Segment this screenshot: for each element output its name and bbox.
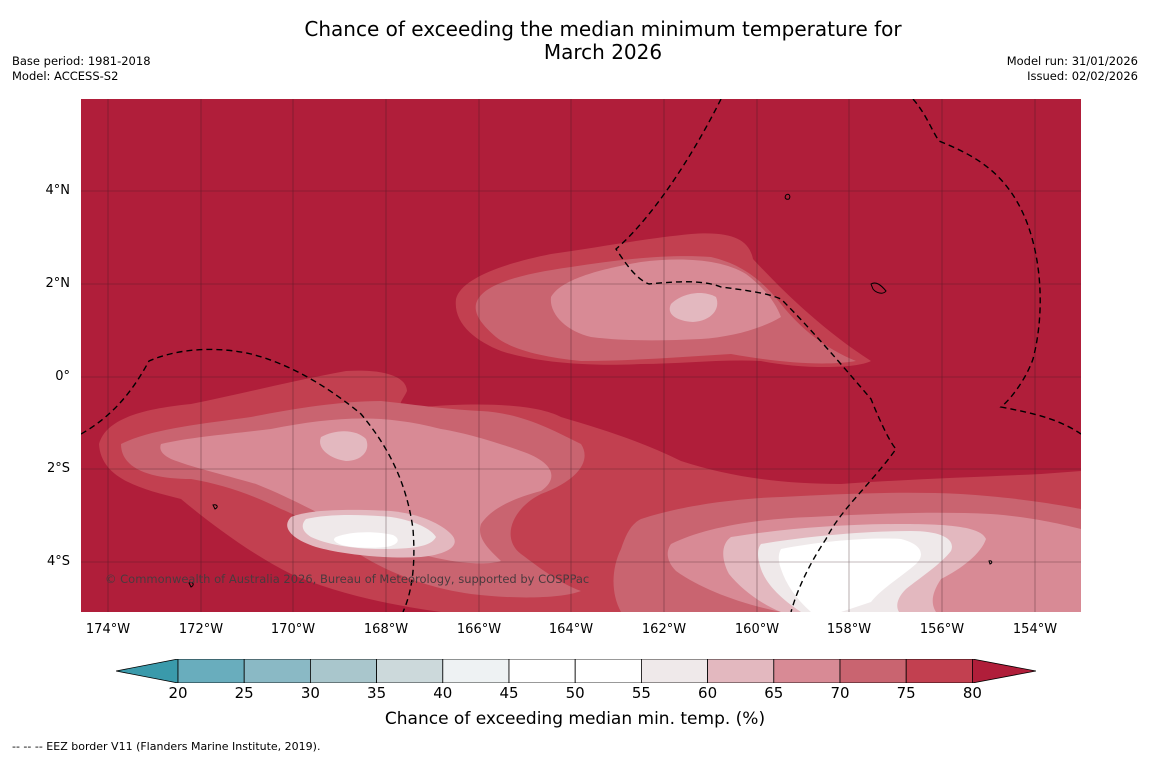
lon-label-168w: 168°W (363, 622, 409, 637)
lon-label-174w: 174°W (85, 622, 131, 637)
meta-right: Model run: 31/01/2026 Issued: 02/02/2026 (1007, 54, 1138, 84)
contour-band-65-north (550, 259, 781, 341)
colorbar-extend-high (972, 659, 1036, 683)
lat-label-2n: 2°N (45, 276, 71, 291)
colorbar (116, 659, 1036, 683)
contour-band-65-west (160, 418, 552, 564)
title-line-2: March 2026 (543, 40, 663, 64)
colorbar-swatch-20 (177, 659, 245, 683)
contour-band-60-north (669, 293, 718, 322)
map-panel[interactable]: © Commonwealth of Australia 2026, Bureau… (81, 99, 1081, 612)
title-line-1: Chance of exceeding the median minimum t… (304, 17, 902, 41)
colorbar-swatch-50 (574, 659, 642, 683)
colorbar-swatch-70 (839, 659, 907, 683)
colorbar-tick-30: 30 (300, 684, 320, 702)
colorbar-tick-45: 45 (499, 684, 519, 702)
colorbar-label: Chance of exceeding median min. temp. (%… (384, 709, 766, 729)
colorbar-tick-60: 60 (698, 684, 718, 702)
colorbar-swatch-55 (641, 659, 709, 683)
colorbar-tick-55: 55 (631, 684, 651, 702)
lon-label-156w: 156°W (919, 622, 965, 637)
eez-legend-note: -- -- -- EEZ border V11 (Flanders Marine… (12, 740, 321, 753)
lon-label-164w: 164°W (548, 622, 594, 637)
colorbar-tick-20: 20 (168, 684, 188, 702)
model-run: Model run: 31/01/2026 (1006, 54, 1138, 68)
map-title: Chance of exceeding the median minimum t… (0, 18, 1150, 64)
colorbar-tick-75: 75 (896, 684, 916, 702)
lon-label-162w: 162°W (641, 622, 687, 637)
colorbar-tick-35: 35 (367, 684, 387, 702)
lon-label-170w: 170°W (270, 622, 316, 637)
colorbar-tick-40: 40 (433, 684, 453, 702)
lon-label-172w: 172°W (178, 622, 224, 637)
colorbar-tick-50: 50 (565, 684, 585, 702)
lat-label-4n: 4°N (45, 183, 71, 198)
colorbar-swatch-75 (905, 659, 973, 683)
colorbar-tick-70: 70 (830, 684, 850, 702)
lon-label-166w: 166°W (456, 622, 502, 637)
colorbar-tick-80: 80 (962, 684, 982, 702)
islands (188, 193, 993, 588)
graticule (81, 99, 1081, 612)
contour-band-50-west (334, 532, 398, 548)
map-canvas (81, 99, 1081, 612)
colorbar-swatch-45 (508, 659, 576, 683)
meta-left: Base period: 1981-2018 Model: ACCESS-S2 (12, 54, 151, 84)
colorbar-swatch-65 (773, 659, 841, 683)
lat-label-4s: 4°S (46, 554, 70, 569)
base-period: Base period: 1981-2018 (12, 54, 151, 68)
colorbar-swatch-30 (309, 659, 377, 683)
lat-label-0: 0° (55, 369, 70, 384)
colorbar-swatch-60 (707, 659, 775, 683)
model-name: Model: ACCESS-S2 (12, 69, 119, 83)
issued-date: Issued: 02/02/2026 (1027, 69, 1138, 83)
colorbar-swatch-35 (376, 659, 444, 683)
lon-label-154w: 154°W (1012, 622, 1058, 637)
lat-label-2s: 2°S (46, 461, 70, 476)
colorbar-swatch-40 (442, 659, 510, 683)
colorbar-tick-25: 25 (234, 684, 254, 702)
lon-label-160w: 160°W (734, 622, 780, 637)
eez-borders (81, 99, 1081, 612)
lon-label-158w: 158°W (826, 622, 872, 637)
colorbar-extend-low (116, 659, 179, 683)
colorbar-swatch-25 (243, 659, 311, 683)
copyright-notice: © Commonwealth of Australia 2026, Bureau… (105, 572, 590, 586)
contour-band-60-small (320, 431, 368, 461)
colorbar-tick-65: 65 (764, 684, 784, 702)
